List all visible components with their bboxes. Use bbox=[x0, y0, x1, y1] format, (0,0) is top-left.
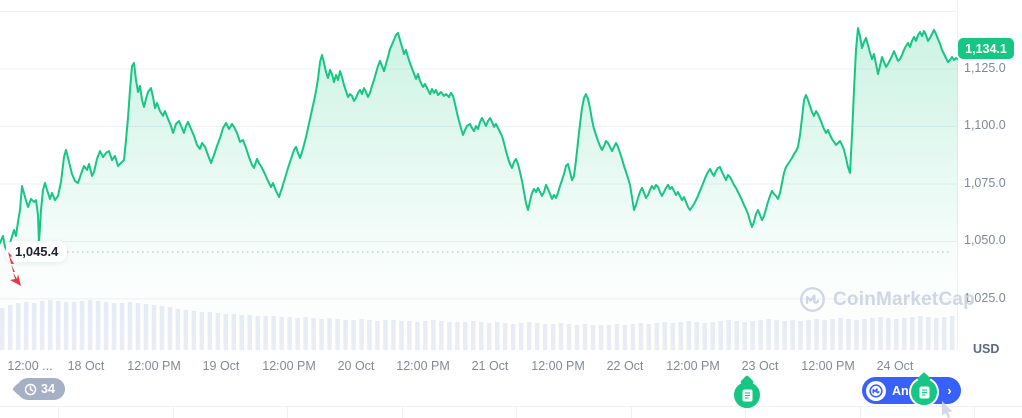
x-axis-label: 23 Oct bbox=[741, 359, 779, 373]
x-axis-label: 12:00 PM bbox=[531, 359, 585, 373]
document-icon bbox=[742, 389, 752, 401]
price-drop-arrow-icon bbox=[8, 252, 21, 286]
time-axis: 12:00 ... 18 Oct 12:00 PM 19 Oct 12:00 PM 20 … bbox=[0, 350, 958, 380]
news-marker[interactable] bbox=[909, 377, 939, 407]
table-column-divider bbox=[860, 407, 861, 418]
table-column-divider bbox=[631, 407, 632, 418]
x-axis-label: 12:00 ... bbox=[7, 359, 53, 373]
x-axis-label: 18 Oct bbox=[67, 359, 105, 373]
y-axis-label: 1,075.0 bbox=[964, 175, 1006, 190]
table-column-divider bbox=[173, 407, 174, 418]
x-axis-label: 24 Oct bbox=[876, 359, 914, 373]
x-axis-label: 22 Oct bbox=[606, 359, 644, 373]
chevron-right-icon: › bbox=[947, 383, 952, 398]
table-column-divider bbox=[745, 407, 746, 418]
y-axis-label: 1,100.0 bbox=[964, 118, 1006, 133]
y-axis-label: 1,125.0 bbox=[964, 60, 1006, 75]
x-axis-label: 21 Oct bbox=[471, 359, 509, 373]
x-axis-label: 12:00 PM bbox=[262, 359, 316, 373]
x-axis-label: 12:00 PM bbox=[801, 359, 855, 373]
table-column-divider bbox=[516, 407, 517, 418]
history-badge[interactable]: 34 bbox=[17, 378, 65, 400]
table-header-strip bbox=[0, 380, 1022, 418]
table-top-border bbox=[0, 406, 1022, 407]
mouse-cursor bbox=[942, 401, 953, 418]
table-column-divider bbox=[402, 407, 403, 418]
price-chart[interactable]: 1,045.4 CoinMarketCap bbox=[0, 0, 975, 350]
history-count: 34 bbox=[41, 382, 55, 396]
table-column-divider bbox=[974, 407, 975, 418]
table-column-divider bbox=[287, 407, 288, 418]
currency-label: USD bbox=[973, 342, 1000, 356]
coinmarketcap-logo-icon bbox=[800, 287, 825, 312]
watermark-text: CoinMarketCap bbox=[833, 288, 975, 310]
x-axis-label: 20 Oct bbox=[337, 359, 375, 373]
y-axis-label: 1,050.0 bbox=[964, 233, 1006, 248]
document-icon bbox=[919, 386, 929, 398]
coinmarketcap-watermark: CoinMarketCap bbox=[799, 286, 975, 313]
y-axis-label: 1,025.0 bbox=[964, 290, 1006, 305]
price-axis: 1,134.1 USD 1,125.0 1,100.0 1,075.0 1,050.0… bbox=[958, 0, 1022, 356]
x-axis-label: 12:00 PM bbox=[127, 359, 181, 373]
current-price-badge: 1,134.1 bbox=[958, 38, 1014, 59]
table-column-divider bbox=[58, 407, 59, 418]
news-marker[interactable] bbox=[732, 380, 762, 410]
price-line bbox=[0, 27, 958, 253]
coinmarketcap-logo-icon bbox=[866, 380, 886, 401]
x-axis-label: 12:00 PM bbox=[396, 359, 450, 373]
x-axis-label: 12:00 PM bbox=[666, 359, 720, 373]
clock-icon bbox=[24, 383, 37, 395]
price-area bbox=[0, 28, 958, 350]
x-axis-label: 19 Oct bbox=[202, 359, 240, 373]
min-price-label: 1,045.4 bbox=[6, 241, 68, 262]
